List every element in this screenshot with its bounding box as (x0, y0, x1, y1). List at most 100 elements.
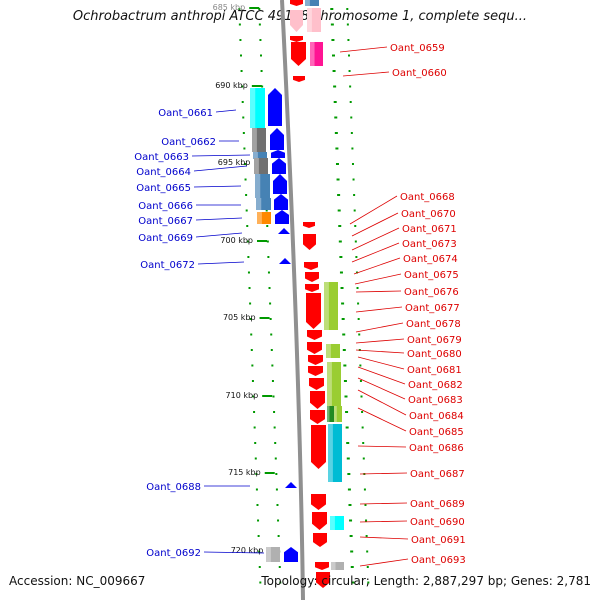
scale-label: 690 kbp (215, 81, 248, 90)
tick-mark (273, 411, 276, 413)
right-gene-box (307, 8, 321, 32)
right-gene-box (328, 424, 342, 466)
left-gene-arrow (284, 547, 298, 562)
left-gene-connector (191, 154, 251, 157)
right-gene-label: Oant_0683 (408, 395, 463, 406)
tick-mark (355, 256, 358, 258)
right-gene-box (324, 282, 338, 330)
tick-mark (240, 70, 243, 72)
tick-mark (344, 395, 348, 398)
tick-mark (343, 364, 347, 367)
right-gene-connector (349, 195, 398, 225)
tick-mark (267, 256, 270, 258)
tick-mark (259, 581, 262, 584)
left-gene-label: Oant_0667 (138, 216, 193, 227)
tick-mark (275, 473, 278, 475)
right-gene-arrow (310, 410, 325, 424)
scale-label: 700 kbp (220, 236, 253, 245)
right-gene-connector (359, 520, 408, 523)
tick-mark (244, 178, 247, 181)
tick-mark (359, 380, 362, 382)
left-gene-label: Oant_0666 (138, 201, 193, 212)
right-gene-arrow (307, 342, 322, 354)
tick-mark (270, 333, 273, 336)
tick-mark (347, 54, 350, 57)
tick-mark (365, 519, 368, 522)
right-gene-box (331, 562, 344, 570)
tick-mark (351, 163, 354, 165)
right-gene-arrow (315, 562, 329, 570)
right-gene-label: Oant_0690 (410, 517, 465, 528)
right-gene-label: Oant_0660 (392, 68, 447, 79)
tick-mark (359, 364, 362, 367)
right-gene-arrow (305, 284, 319, 292)
right-gene-label: Oant_0687 (410, 469, 465, 480)
right-gene-label: Oant_0675 (404, 270, 459, 281)
tick-mark (253, 411, 256, 413)
tick-mark (243, 147, 246, 150)
tick-mark (257, 519, 260, 522)
tick-mark (266, 240, 269, 243)
tick-mark (279, 581, 282, 584)
tick-mark (276, 504, 279, 506)
tick-mark (250, 333, 253, 336)
tick-mark (342, 349, 346, 351)
left-gene-arrow (273, 174, 287, 194)
tick-mark (249, 318, 252, 320)
tick-mark (332, 70, 336, 72)
gene-features (250, 0, 344, 588)
right-gene-box (330, 516, 344, 530)
tick-mark (256, 504, 259, 506)
left-gene-arrow (271, 150, 285, 158)
tick-mark (253, 426, 256, 429)
tick-mark (269, 318, 272, 320)
tick-mark (333, 85, 337, 88)
tick-mark (245, 194, 248, 196)
scale-labels: 685 kbp 690 kbp 695 kbp 700 kbp 705 kbp 710 k… (213, 3, 278, 555)
tick-mark (330, 8, 334, 10)
scale-label: 685 kbp (213, 3, 246, 12)
tick-mark (275, 488, 278, 491)
scale-tick (264, 472, 275, 474)
tick-mark (364, 504, 367, 506)
tick-mark (257, 535, 260, 537)
right-gene-connector (357, 377, 406, 400)
tick-mark (350, 566, 354, 568)
tick-mark (337, 194, 341, 196)
left-gene-arrow (285, 482, 297, 488)
left-gene-box (252, 128, 266, 152)
right-gene-arrow (304, 262, 318, 270)
right-gene-arrow (305, 272, 319, 282)
accession-text: Accession: NC_009667 (9, 574, 146, 588)
tick-mark (361, 426, 364, 429)
tick-mark (241, 101, 244, 103)
tick-mark (241, 85, 244, 88)
tick-mark (339, 271, 343, 274)
tick-mark (258, 23, 261, 26)
left-gene-arrow (275, 210, 289, 224)
tick-mark (360, 395, 363, 398)
right-gene-connector (355, 349, 405, 354)
tick-mark (343, 380, 347, 382)
tick-mark (331, 39, 335, 41)
tick-mark (345, 426, 349, 429)
right-gene-arrow (290, 36, 303, 42)
left-gene-connector (193, 165, 248, 172)
left-gene-box (257, 212, 271, 224)
tick-mark (350, 116, 353, 119)
tick-mark (258, 566, 261, 568)
right-gene-label: Oant_0671 (402, 224, 457, 235)
tick-mark (346, 8, 349, 10)
tick-mark (274, 457, 277, 460)
right-gene-label: Oant_0685 (409, 427, 464, 438)
left-gene-label: Oant_0664 (136, 167, 191, 178)
tick-mark (331, 54, 335, 57)
tick-mark (348, 504, 352, 506)
tick-mark (272, 395, 275, 398)
tick-mark (330, 23, 334, 26)
tick-mark (366, 550, 369, 553)
tick-mark (341, 318, 345, 320)
right-gene-connector (353, 257, 401, 275)
tick-mark (238, 23, 241, 26)
right-gene-arrow (290, 10, 303, 32)
